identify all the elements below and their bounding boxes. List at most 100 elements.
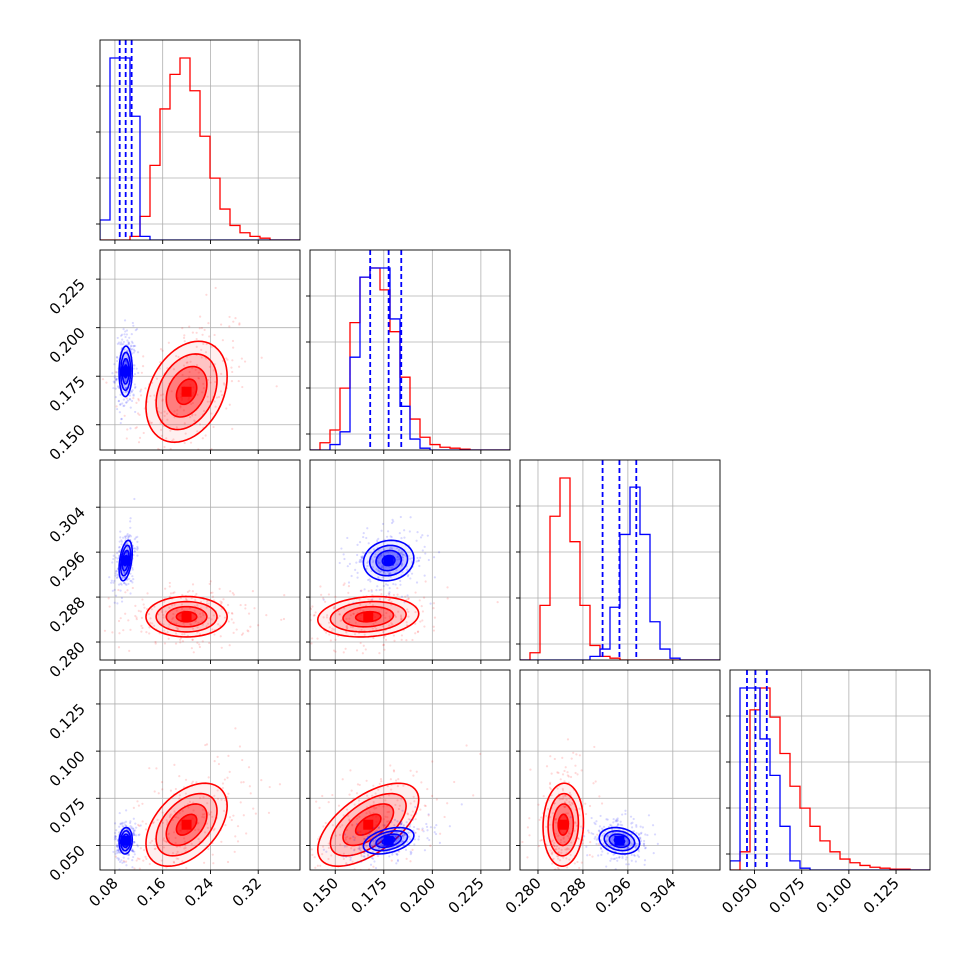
- scatter-point: [133, 867, 136, 870]
- scatter-point: [621, 857, 624, 860]
- scatter-point: [200, 348, 203, 352]
- scatter-point: [144, 387, 147, 390]
- scatter-point: [376, 585, 379, 588]
- scatter-point: [162, 613, 165, 617]
- scatter-point: [551, 843, 555, 847]
- scatter-point: [403, 833, 406, 836]
- scatter-point: [446, 802, 449, 805]
- scatter-point: [220, 607, 223, 611]
- scatter-point: [108, 576, 111, 579]
- scatter-point: [211, 591, 214, 594]
- scatter-point: [561, 773, 565, 776]
- scatter-point: [124, 335, 127, 339]
- scatter-point: [349, 625, 353, 628]
- scatter-point: [248, 785, 251, 788]
- scatter-point: [181, 327, 184, 330]
- scatter-point: [414, 805, 417, 809]
- scatter-point: [116, 407, 119, 411]
- histogram-red-2: [520, 477, 720, 660]
- scatter-point: [167, 833, 170, 836]
- scatter-point: [630, 853, 633, 856]
- scatter-point: [566, 774, 569, 777]
- panel-content: [292, 670, 510, 898]
- scatter-point: [205, 625, 208, 628]
- scatter-point: [187, 376, 191, 379]
- scatter-point: [619, 823, 622, 826]
- contour-line: [375, 549, 403, 572]
- scatter-point: [114, 572, 117, 575]
- scatter-point: [184, 597, 188, 600]
- scatter-point: [292, 890, 294, 892]
- scatter-point: [191, 367, 194, 370]
- scatter-point: [354, 880, 356, 882]
- scatter-point: [397, 558, 400, 561]
- scatter-point: [304, 618, 306, 620]
- scatter-point: [123, 535, 127, 538]
- scatter-point: [216, 755, 219, 758]
- scatter-point: [357, 799, 361, 802]
- scatter-point: [219, 390, 223, 393]
- scatter-point: [220, 372, 223, 375]
- scatter-point: [401, 553, 404, 556]
- scatter-point: [371, 794, 374, 797]
- scatter-point: [647, 814, 651, 817]
- scatter-point: [254, 812, 257, 815]
- scatter-point: [596, 837, 599, 840]
- scatter-point: [112, 554, 115, 557]
- scatter-point: [226, 358, 229, 361]
- scatter-point: [141, 626, 144, 630]
- scatter-point: [252, 807, 255, 810]
- scatter-point: [362, 532, 365, 535]
- scatter-point: [183, 422, 186, 425]
- scatter-point: [646, 833, 649, 837]
- scatter-point: [428, 838, 431, 842]
- scatter-point: [382, 644, 385, 647]
- scatter-point: [162, 837, 166, 840]
- scatter-point: [230, 618, 233, 621]
- blue-density: [322, 515, 441, 605]
- scatter-point: [304, 608, 306, 610]
- scatter-point: [134, 878, 136, 880]
- scatter-point: [120, 539, 123, 542]
- scatter-point: [549, 787, 553, 791]
- scatter-point: [588, 853, 591, 857]
- scatter-point: [114, 855, 117, 858]
- scatter-point: [365, 779, 368, 782]
- scatter-point: [201, 391, 204, 394]
- scatter-point: [131, 341, 134, 345]
- scatter-point: [443, 815, 446, 819]
- scatter-point: [365, 536, 368, 540]
- scatter-point: [302, 625, 304, 627]
- scatter-point: [127, 582, 130, 586]
- scatter-point: [563, 794, 567, 797]
- contour-line: [329, 600, 407, 633]
- scatter-point: [586, 854, 589, 857]
- scatter-point: [414, 831, 417, 834]
- scatter-point: [212, 614, 215, 617]
- scatter-point: [331, 793, 334, 797]
- scatter-point: [119, 393, 122, 396]
- scatter-point: [606, 818, 609, 821]
- scatter-point: [114, 594, 118, 597]
- scatter-point: [118, 831, 121, 834]
- scatter-point: [345, 896, 347, 898]
- scatter-point: [236, 840, 240, 843]
- scatter-point: [610, 857, 613, 860]
- scatter-point: [195, 331, 198, 334]
- contour-line: [145, 782, 228, 868]
- scatter-point: [311, 605, 314, 608]
- scatter-point: [127, 535, 131, 538]
- scatter-point: [176, 627, 179, 630]
- scatter-point: [278, 783, 282, 786]
- x-tick-label: 0.150: [299, 874, 342, 917]
- scatter-point: [371, 857, 375, 860]
- scatter-point: [232, 320, 235, 323]
- scatter-point: [190, 597, 193, 600]
- scatter-point: [381, 564, 384, 567]
- scatter-point: [169, 592, 173, 595]
- scatter-point: [203, 813, 206, 816]
- scatter-point: [115, 378, 118, 381]
- scatter-point: [359, 603, 362, 606]
- scatter-point: [131, 568, 134, 571]
- scatter-point: [178, 797, 181, 800]
